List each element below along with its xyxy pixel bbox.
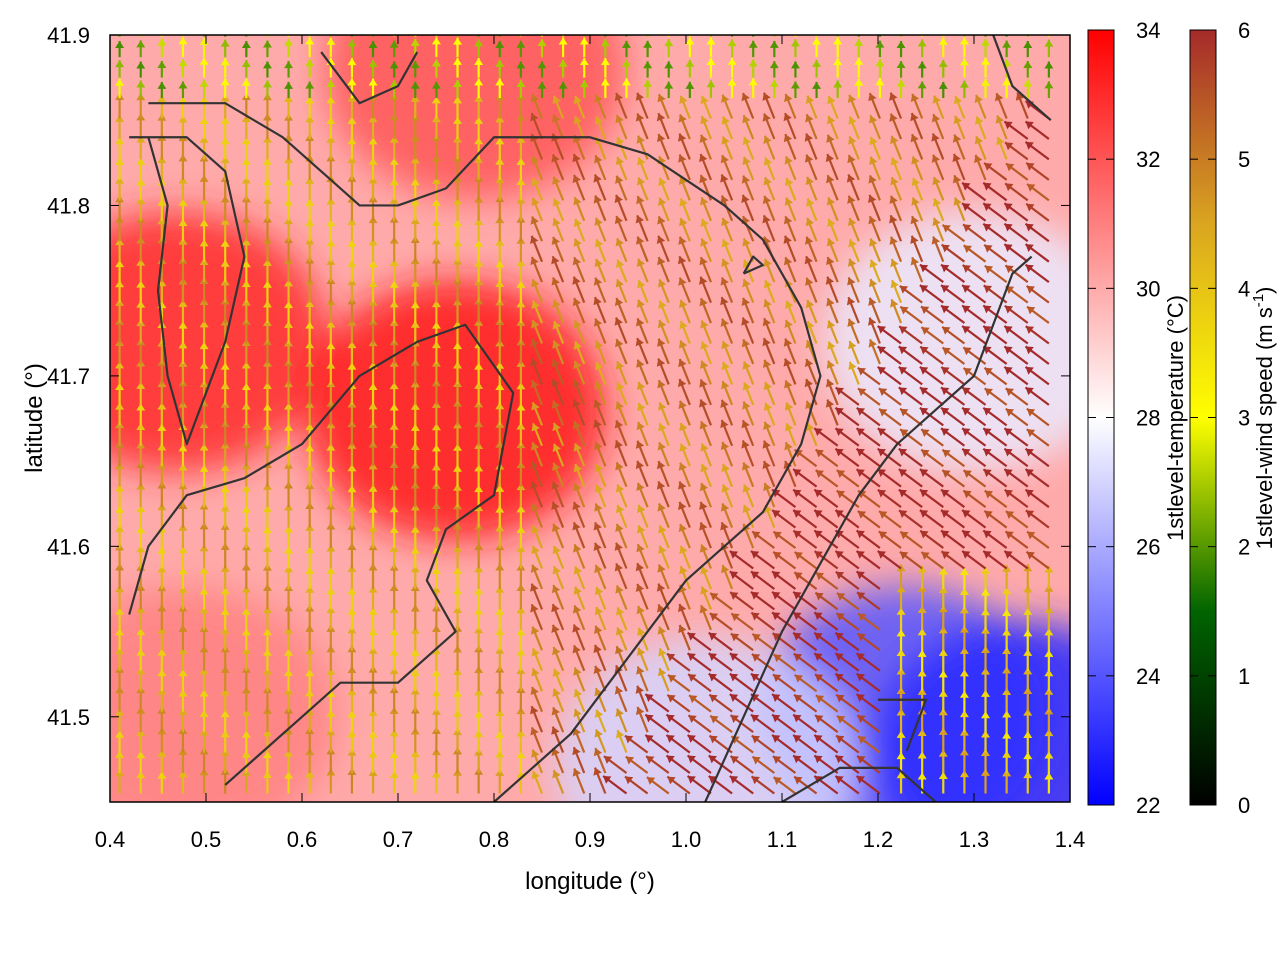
y-tick-label: 41.9 (47, 23, 90, 48)
wind-arrow (1044, 17, 1053, 36)
colorbar-tick-label: 6 (1238, 18, 1250, 43)
colorbar-tick-label: 28 (1136, 406, 1160, 431)
wind-arrow (369, 20, 378, 37)
wind-arrow (390, 18, 399, 36)
wind-arrow (178, 17, 187, 36)
colorbar-tick-label: 32 (1136, 147, 1160, 172)
x-tick-label: 0.6 (287, 827, 318, 852)
y-tick-label: 41.5 (47, 705, 90, 730)
wind-arrow (538, 17, 547, 37)
wind-label-suffix: ) (1252, 287, 1277, 294)
wind-arrow (981, 20, 990, 37)
wind-arrow (770, 19, 779, 37)
wind-arrow (495, 20, 504, 36)
wind-label-exponent: -1 (1250, 294, 1267, 307)
colorbar-tick-label: 2 (1238, 535, 1250, 560)
temperature-feature (824, 212, 1124, 472)
wind-arrow (854, 20, 863, 36)
wind-arrow (516, 18, 525, 36)
wind-label-prefix: 1stlevel-wind speed (m s (1252, 307, 1277, 549)
colorbar-tick-label: 5 (1238, 147, 1250, 172)
temperature-feature (27, 212, 327, 472)
wind-arrow (622, 20, 631, 36)
wind-arrow (411, 17, 420, 37)
wind-arrow (432, 17, 441, 36)
wind-arrow (812, 17, 821, 37)
colorbar-tick-label: 26 (1136, 535, 1160, 560)
colorbar-tick-label: 22 (1136, 793, 1160, 818)
wind-arrow (242, 20, 251, 37)
colorbar-tick-label: 4 (1238, 276, 1250, 301)
wind-colorbar-label: 1stlevel-wind speed (m s-1) (1250, 287, 1277, 550)
wind-arrow (136, 18, 145, 37)
wind-arrow (664, 17, 673, 37)
wind-arrow (960, 18, 969, 36)
plot-area: 0.4 0.5 0.6 0.7 0.8 0.9 1.0 1.1 1.2 1.3 1.4 41.5 41… (27, 0, 1172, 898)
temperature-colorbar: 22 24 26 28 30 32 34 1stlevel-temperature (°C) (1088, 18, 1188, 818)
wind-arrow (200, 19, 209, 36)
wind-arrow (643, 19, 652, 37)
wind-arrow (305, 17, 314, 36)
colorbar-tick-label: 34 (1136, 18, 1160, 43)
wind-arrow (685, 17, 694, 37)
wind-arrow (706, 19, 715, 37)
wind-arrow (939, 17, 948, 37)
x-tick-label: 1.2 (863, 827, 894, 852)
temperature-feature (872, 621, 1172, 881)
wind-arrow (263, 18, 272, 37)
wind-arrow (833, 19, 842, 37)
wind-arrow (157, 17, 166, 37)
y-axis-title: latitude (°) (21, 363, 48, 473)
wind-arrow (580, 19, 589, 37)
y-tick-label: 41.6 (47, 534, 90, 559)
x-tick-label: 1.0 (671, 827, 702, 852)
wind-arrow (918, 17, 927, 37)
y-tick-label: 41.7 (47, 364, 90, 389)
x-tick-label: 0.7 (383, 827, 414, 852)
temperature-colorbar-label: 1stlevel-temperature (°C) (1163, 295, 1188, 541)
colorbar-tick-label: 0 (1238, 793, 1250, 818)
x-tick-label: 1.4 (1055, 827, 1086, 852)
wind-arrow (326, 19, 335, 37)
colorbar-tick-label: 30 (1136, 276, 1160, 301)
wind-arrow (284, 17, 293, 37)
y-tick-label: 41.8 (47, 193, 90, 218)
x-axis-title: longitude (°) (525, 868, 655, 895)
colorbar-tick-label: 3 (1238, 406, 1250, 431)
wind-arrow (559, 17, 568, 37)
x-tick-label: 0.4 (95, 827, 126, 852)
wind-arrow (897, 19, 906, 37)
x-tick-label: 1.1 (767, 827, 798, 852)
wind-speed-colorbar: 0 1 2 3 4 5 6 1stlevel-wind speed (m s-1) (1190, 18, 1277, 818)
x-tick-label: 0.8 (479, 827, 510, 852)
wind-arrow (1023, 19, 1032, 37)
x-tick-label: 1.3 (959, 827, 990, 852)
x-tick-label: 0.5 (191, 827, 222, 852)
colorbar-tick-label: 1 (1238, 664, 1250, 689)
colorbar-tick-label: 24 (1136, 664, 1160, 689)
x-tick-label: 0.9 (575, 827, 606, 852)
wind-arrow (453, 19, 462, 37)
wind-arrow (115, 20, 124, 37)
wind-arrow (791, 17, 800, 37)
